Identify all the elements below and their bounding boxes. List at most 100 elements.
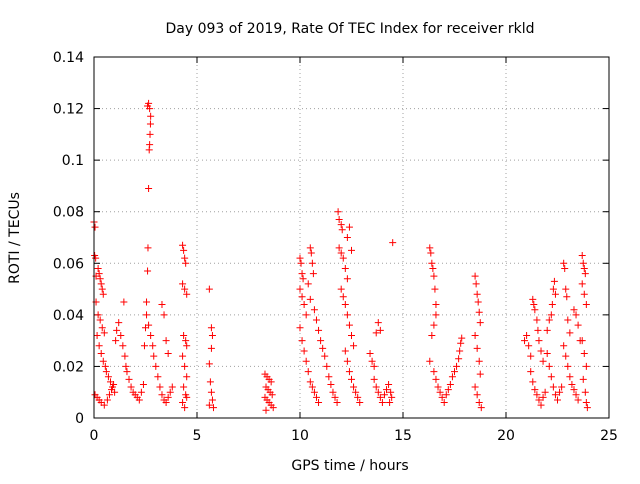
data-point [348, 375, 355, 383]
data-point [147, 331, 155, 339]
data-point [539, 393, 547, 401]
data-point [549, 383, 557, 391]
data-point [207, 324, 215, 332]
data-point [319, 344, 327, 352]
data-point [537, 401, 545, 409]
data-point [158, 391, 166, 399]
data-point [579, 375, 587, 383]
data-point [581, 388, 589, 396]
data-point [149, 342, 157, 350]
data-point [341, 264, 349, 272]
data-point [372, 329, 380, 337]
data-point [345, 321, 353, 329]
data-point [183, 290, 191, 298]
data-point [96, 316, 104, 324]
data-point [181, 285, 189, 293]
data-point [440, 399, 448, 407]
data-point [376, 326, 384, 334]
data-point [548, 301, 556, 309]
data-point [580, 264, 588, 272]
y-axis-label: ROTI / TECUs [7, 192, 23, 284]
chart-title: Day 093 of 2019, Rate Of TEC Index for r… [165, 21, 534, 37]
data-point [374, 319, 382, 327]
data-point [180, 246, 188, 254]
data-point [525, 342, 533, 350]
data-point [473, 344, 481, 352]
data-point [208, 331, 216, 339]
data-point [96, 275, 104, 283]
data-point [304, 280, 312, 288]
data-point [145, 185, 153, 193]
data-point [386, 399, 394, 407]
data-point [140, 342, 148, 350]
data-point [297, 259, 305, 267]
y-tick-label: 0.1 [62, 153, 84, 169]
x-tick-label: 20 [497, 428, 515, 444]
data-point [550, 277, 558, 285]
data-point [146, 120, 154, 128]
data-point [376, 393, 384, 401]
x-tick-label: 25 [600, 428, 618, 444]
data-point [368, 357, 376, 365]
data-point [123, 368, 131, 376]
data-point [547, 373, 555, 381]
data-point [380, 391, 388, 399]
data-point [561, 264, 569, 272]
data-point [95, 270, 103, 278]
axis-ticks: 0 5 10 15 20 25 0 0.02 0.04 0.06 0.08 0.1 0.12 0.14 [53, 50, 618, 444]
data-point [581, 270, 589, 278]
data-point [457, 339, 465, 347]
data-point [179, 280, 187, 288]
data-point [533, 316, 541, 324]
data-point [310, 388, 318, 396]
data-point [560, 259, 568, 267]
data-point [574, 396, 582, 404]
data-point [306, 295, 314, 303]
data-point [582, 399, 590, 407]
data-point [531, 386, 539, 394]
data-point [108, 386, 116, 394]
data-point [145, 99, 153, 107]
data-point [366, 350, 374, 358]
data-point [341, 301, 349, 309]
data-point [168, 383, 176, 391]
data-point [208, 396, 216, 404]
data-point [145, 321, 153, 329]
data-point [180, 383, 188, 391]
data-point [300, 301, 308, 309]
data-point [307, 249, 315, 257]
data-point [329, 388, 337, 396]
data-points [90, 99, 591, 414]
data-point [562, 352, 570, 360]
data-point [143, 311, 151, 319]
data-point [296, 254, 304, 262]
data-point [308, 383, 316, 391]
data-point [370, 362, 378, 370]
data-point [144, 267, 152, 275]
x-tick-label: 10 [291, 428, 309, 444]
data-point [158, 301, 166, 309]
data-point [537, 347, 545, 355]
data-point [582, 362, 590, 370]
data-point [97, 280, 105, 288]
data-point [101, 362, 109, 370]
data-point [181, 404, 189, 412]
data-point [182, 337, 190, 345]
data-point [529, 295, 537, 303]
data-point [137, 388, 145, 396]
data-point [543, 350, 551, 358]
y-tick-label: 0.08 [53, 205, 84, 221]
data-point [451, 368, 458, 376]
data-point [343, 234, 351, 241]
data-point [317, 337, 325, 345]
data-point [113, 326, 121, 334]
data-point [146, 141, 154, 149]
data-point [389, 239, 397, 247]
data-point [475, 308, 483, 316]
data-point [432, 301, 440, 309]
x-tick-label: 5 [193, 428, 202, 444]
data-point [426, 244, 434, 252]
data-point [121, 352, 129, 360]
grid [94, 57, 609, 418]
